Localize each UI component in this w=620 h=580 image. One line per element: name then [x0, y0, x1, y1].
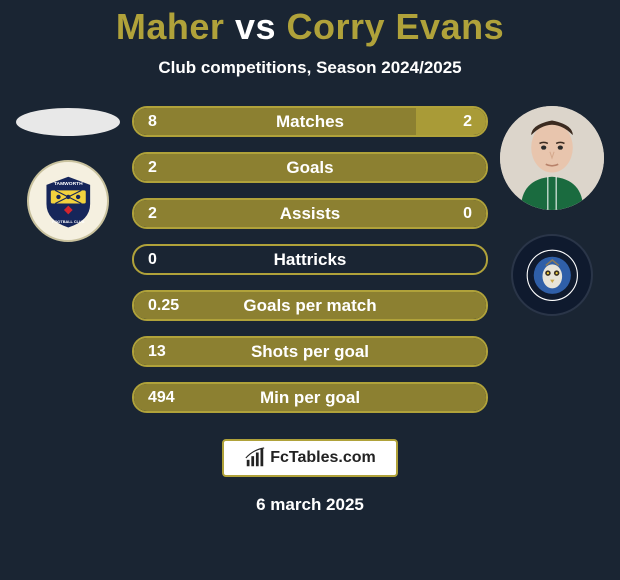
svg-text:FOOTBALL CLUB: FOOTBALL CLUB — [52, 220, 85, 224]
stat-label: Hattricks — [134, 250, 486, 270]
stat-label: Shots per goal — [134, 342, 486, 362]
tamworth-badge-icon: TAMWORTH FOOTBALL CLUB — [41, 174, 96, 229]
card-subtitle: Club competitions, Season 2024/2025 — [158, 58, 461, 78]
svg-text:TAMWORTH: TAMWORTH — [54, 181, 83, 187]
player-right-avatar — [500, 106, 604, 210]
stat-label: Goals per match — [134, 296, 486, 316]
player-right-column — [502, 106, 602, 316]
stat-bars: 8Matches22Goals2Assists00Hattricks0.25Go… — [132, 106, 488, 413]
card-date: 6 march 2025 — [256, 495, 364, 515]
oldham-badge-icon — [525, 248, 580, 303]
title-player1: Maher — [116, 6, 225, 47]
comparison-card: Maher vs Corry Evans Club competitions, … — [0, 0, 620, 580]
title-player2: Corry Evans — [287, 6, 505, 47]
stat-row: 0Hattricks — [132, 244, 488, 275]
stat-label: Assists — [134, 204, 486, 224]
stat-label: Min per goal — [134, 388, 486, 408]
stat-row: 0.25Goals per match — [132, 290, 488, 321]
stat-row: 494Min per goal — [132, 382, 488, 413]
player-left-avatar-placeholder — [16, 108, 120, 136]
player-left-club-badge: TAMWORTH FOOTBALL CLUB — [27, 160, 109, 242]
title-vs: vs — [235, 6, 276, 47]
stat-row: 2Assists0 — [132, 198, 488, 229]
stat-label: Matches — [134, 112, 486, 132]
comparison-body: TAMWORTH FOOTBALL CLUB — [0, 106, 620, 413]
footer-site-name: FcTables.com — [270, 449, 376, 467]
stat-row: 13Shots per goal — [132, 336, 488, 367]
footer-logo: FcTables.com — [222, 439, 398, 477]
stat-row: 8Matches2 — [132, 106, 488, 137]
card-title: Maher vs Corry Evans — [116, 6, 504, 48]
stat-value-right: 2 — [463, 113, 472, 131]
bar-chart-icon — [244, 447, 266, 469]
player-right-club-badge — [511, 234, 593, 316]
stat-value-right: 0 — [463, 205, 472, 223]
player-left-column: TAMWORTH FOOTBALL CLUB — [18, 106, 118, 242]
stat-label: Goals — [134, 158, 486, 178]
stat-row: 2Goals — [132, 152, 488, 183]
